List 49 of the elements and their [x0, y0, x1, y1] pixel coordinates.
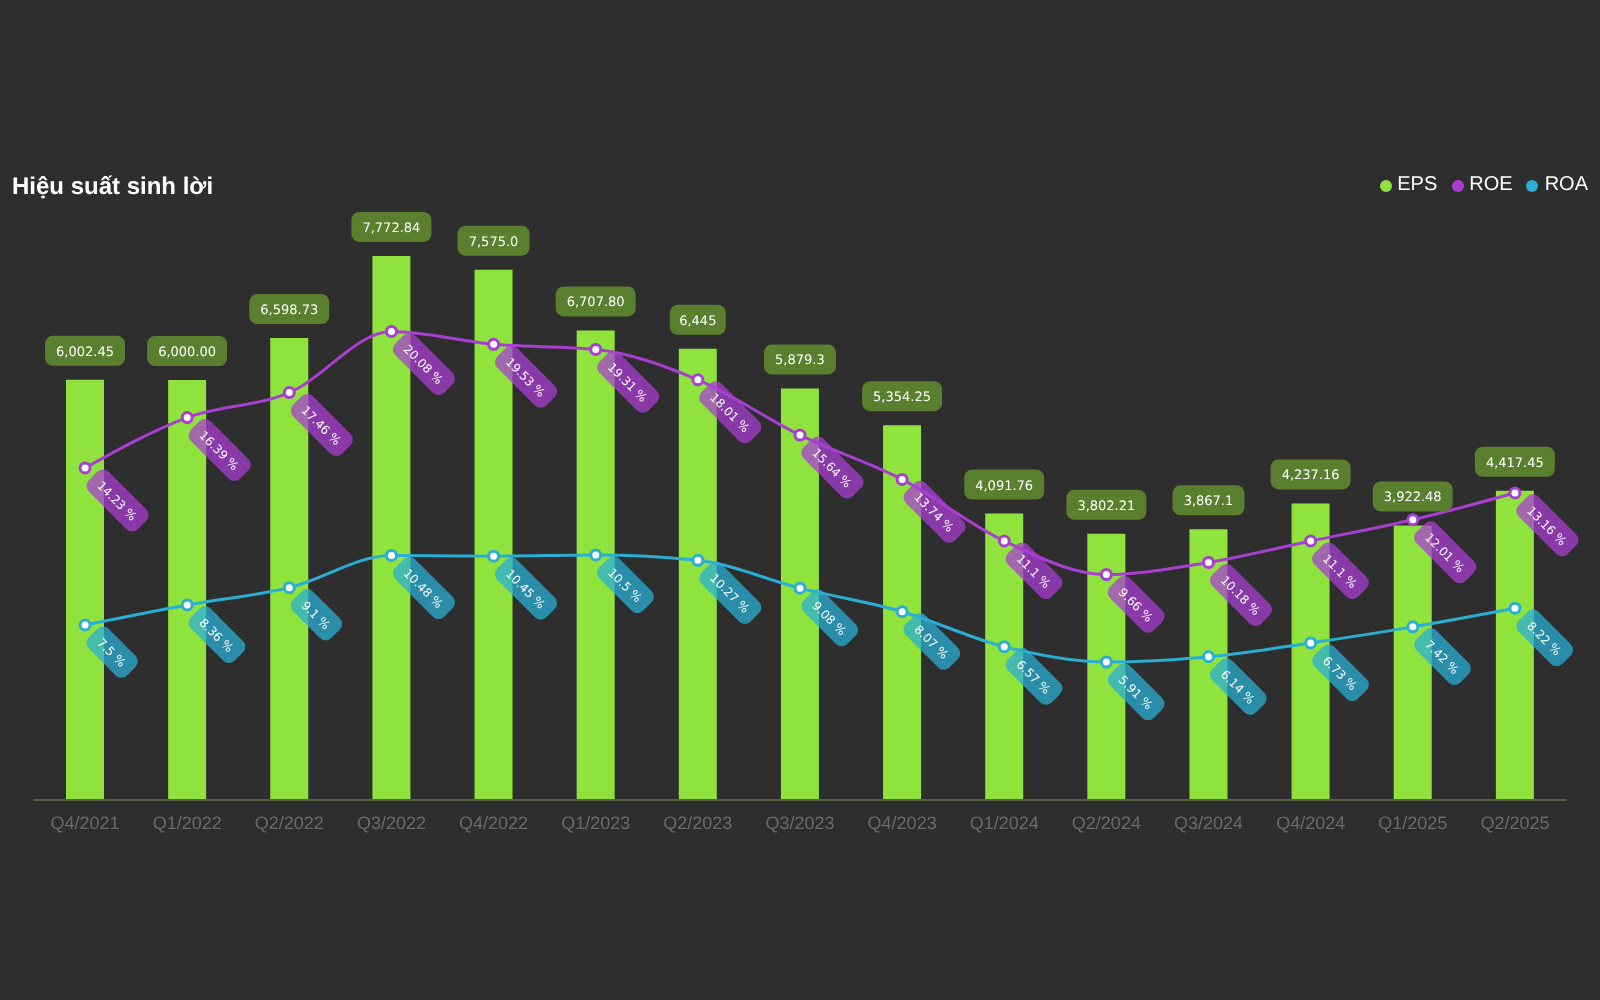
x-tick-label: Q4/2022	[459, 812, 529, 833]
point	[895, 605, 909, 619]
x-tick-label: Q4/2021	[50, 812, 120, 833]
legend-label: ROE	[1467, 174, 1513, 196]
point	[1099, 655, 1113, 669]
point	[78, 618, 92, 632]
point	[691, 553, 705, 567]
point	[1508, 601, 1522, 615]
point	[180, 411, 194, 425]
point	[997, 534, 1011, 548]
x-tick-label: Q4/2023	[867, 812, 937, 833]
point	[589, 342, 603, 356]
point	[282, 581, 296, 595]
point	[1202, 650, 1216, 664]
x-tick-label: Q2/2023	[663, 812, 733, 833]
x-tick-label: Q3/2023	[765, 812, 835, 833]
point	[180, 598, 194, 612]
point	[997, 640, 1011, 654]
point	[1304, 534, 1318, 548]
chart-title: Hiệu suất sinh lời	[12, 172, 214, 200]
point	[78, 461, 92, 475]
point	[1406, 513, 1420, 527]
point	[1202, 555, 1216, 569]
point	[793, 581, 807, 595]
point	[282, 386, 296, 400]
point	[691, 373, 705, 387]
point	[589, 548, 603, 562]
x-tick-label: Q3/2022	[356, 812, 426, 833]
point	[1406, 620, 1420, 634]
x-tick-label: Q2/2022	[254, 812, 324, 833]
point	[384, 548, 398, 562]
point	[384, 324, 398, 338]
point	[1099, 568, 1113, 582]
point	[1508, 486, 1522, 500]
x-tick-label: Q1/2023	[561, 812, 631, 833]
x-tick-label: Q1/2022	[152, 812, 222, 833]
x-tick-label: Q2/2025	[1480, 812, 1550, 833]
x-tick-label: Q3/2024	[1174, 812, 1244, 833]
point	[793, 428, 807, 442]
point	[487, 337, 501, 351]
point	[487, 549, 501, 563]
point	[895, 472, 909, 486]
legend-label: ROA	[1542, 174, 1588, 196]
x-tick-label: Q1/2024	[969, 812, 1039, 833]
x-tick-label: Q4/2024	[1276, 812, 1346, 833]
x-tick-label: Q2/2024	[1071, 812, 1141, 833]
point	[1304, 636, 1318, 650]
legend-label: EPS	[1395, 174, 1438, 196]
x-tick-label: Q1/2025	[1378, 812, 1448, 833]
